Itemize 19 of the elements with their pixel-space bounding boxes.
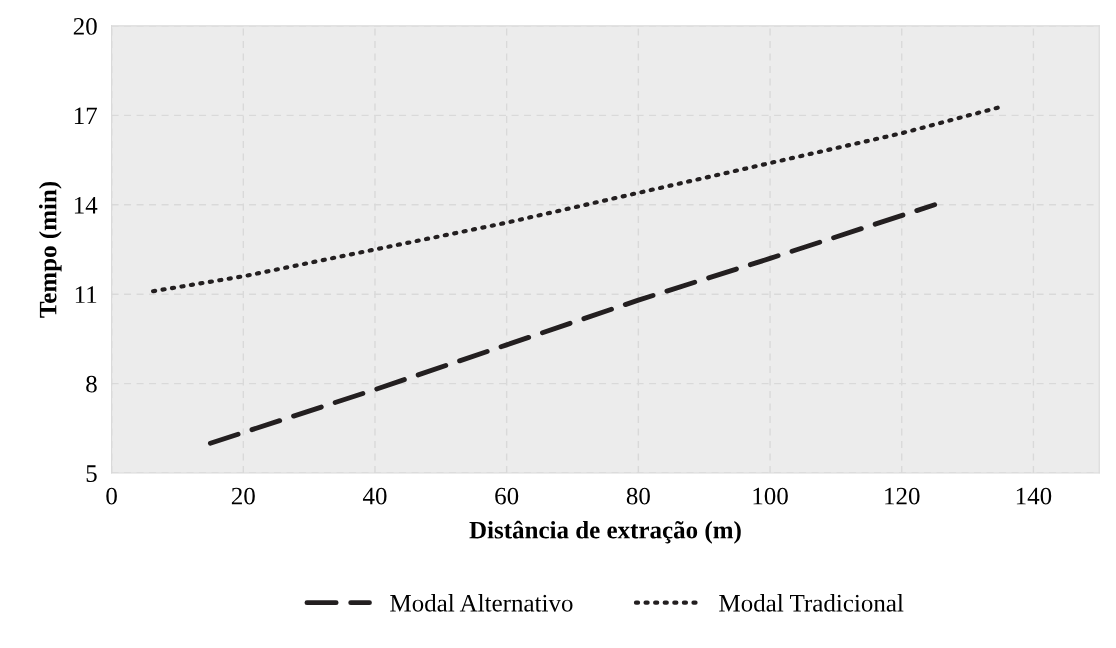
x-tick-label: 120 <box>885 487 920 505</box>
y-tick-label: 8 <box>86 375 97 393</box>
x-tick-label: 40 <box>362 487 387 505</box>
legend-label: Modal Alternativo <box>390 594 573 612</box>
line-series <box>207 202 938 446</box>
y-tick-label: 14 <box>74 196 98 214</box>
x-tick-label: 60 <box>495 487 519 505</box>
y-axis-title: Tempo (min) <box>38 181 62 318</box>
x-tick-label: 80 <box>626 487 650 505</box>
x-tick-label: 0 <box>106 487 117 505</box>
x-tick-label: 140 <box>1016 487 1052 505</box>
x-tick-label: 20 <box>231 487 255 505</box>
y-tick-label: 5 <box>86 465 97 482</box>
y-tick-label: 17 <box>74 107 97 125</box>
x-tick-label: 100 <box>753 487 788 505</box>
legend-label: Modal Tradicional <box>719 594 904 612</box>
y-tick-label: 20 <box>73 17 97 35</box>
y-tick-label: 11 <box>75 286 97 303</box>
x-axis-title: Distância de extração (m) <box>469 520 741 544</box>
